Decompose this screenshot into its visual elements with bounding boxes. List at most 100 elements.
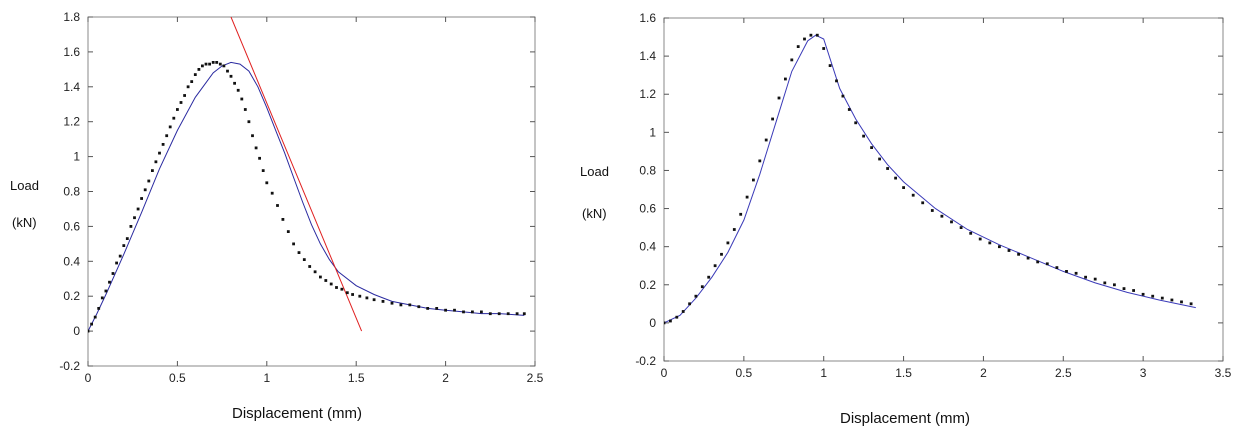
y-axis-label-line1: Load [10,178,39,193]
y-tick-label: 0.8 [639,163,656,177]
plot-frame [663,17,1224,362]
data-point [108,280,111,284]
y-tick-label: 0.8 [63,185,80,199]
data-point [453,308,456,312]
data-point [1113,283,1116,287]
y-axis-label-line1: Load [580,164,609,179]
data-point [88,329,90,333]
data-point [329,282,333,286]
plot-area [88,17,526,333]
data-point [894,176,897,180]
data-point [201,64,204,68]
data-point [1084,275,1087,279]
data-point [90,322,93,326]
data-point [136,207,140,211]
data-point [197,68,201,71]
data-point [133,216,136,220]
data-point [745,195,749,199]
data-point [97,307,101,310]
data-point [726,241,730,245]
chart-left-plot: 0 0.5 1 1.5 2 2.5 -0.2 0 0.2 0.4 0.6 0.8 1 1.2 1.4 1.6 1… [59,10,544,385]
y-tick-label: 1.4 [63,80,80,94]
data-point [265,181,269,185]
data-point [1151,294,1155,298]
data-point [950,220,953,224]
data-point [115,261,118,265]
x-tick-label: 3 [1140,366,1147,380]
x-tick-label: 0.5 [736,366,753,380]
data-point [675,315,679,319]
x-axis-label: Displacement (mm) [232,405,363,422]
data-point [739,212,743,216]
data-point [222,64,226,68]
x-tick-label: 2.5 [527,371,544,385]
data-point [1045,262,1049,266]
y-tick-label: 0.2 [639,278,656,292]
fit-line [88,61,525,332]
data-point [143,188,147,192]
y-tick-label: 0.6 [639,202,656,216]
data-point [408,303,412,307]
x-tick-label: 0 [85,371,92,385]
data-point [286,230,290,233]
data-point [154,160,158,164]
data-point [1141,292,1145,296]
data-point [129,225,133,228]
data-point [847,108,851,111]
x-tick-label: 3.5 [1215,366,1232,380]
data-point [340,287,344,291]
data-point [372,298,376,302]
data-point [100,296,104,300]
y-tick-label: 0 [73,324,80,338]
data-point [254,146,258,150]
data-point [308,265,312,268]
tangent-line [230,17,363,332]
data-point [752,178,755,182]
data-point [506,312,510,316]
data-point [208,62,211,66]
data-point [168,125,172,129]
data-point [1026,256,1030,260]
plot-area [664,33,1196,325]
data-point [700,285,704,289]
data-point [940,214,944,218]
data-point [276,204,279,207]
x-tick-label: 2 [980,366,987,380]
x-tick-label: 1.5 [348,371,365,385]
y-tick-label: 0.4 [639,240,656,254]
data-point [497,312,501,316]
data-point [218,62,222,66]
data-point [417,305,421,309]
data-point [345,291,349,295]
data-point [151,169,154,172]
y-tick-label: 1 [73,150,80,164]
y-tick-label: 0.4 [63,254,80,268]
data-point [118,254,122,258]
data-point [1103,281,1107,285]
data-point [158,151,161,155]
data-point [471,310,474,314]
data-point [784,77,787,81]
chart-right-plot: 0 0.5 1 1.5 2 2.5 3 3.5 -0.2 0 0.2 0.4 0.6 0.8 1 1.2 1.4… [635,11,1232,380]
data-point [777,96,781,100]
data-point [193,73,197,76]
data-point [488,312,492,316]
data-point [319,275,322,279]
data-point [796,45,800,48]
data-point [243,108,247,111]
data-point [444,308,447,312]
x-tick-label: 2.5 [1055,366,1072,380]
data-point [1055,266,1059,269]
data-point [878,157,881,161]
x-tick-label: 1 [820,366,827,380]
x-tick-label: 1.5 [895,366,912,380]
plot-frame [87,16,536,367]
y-tick-label: -0.2 [635,354,656,368]
data-point [911,193,915,197]
data-point [297,251,301,254]
data-point [713,264,717,268]
x-tick-label: 1 [263,371,270,385]
data-point [358,294,362,298]
chart-left: 0 0.5 1 1.5 2 2.5 -0.2 0 0.2 0.4 0.6 0.8 1 1.2 1.4 1.6 1… [0,0,600,433]
data-point [190,80,194,83]
